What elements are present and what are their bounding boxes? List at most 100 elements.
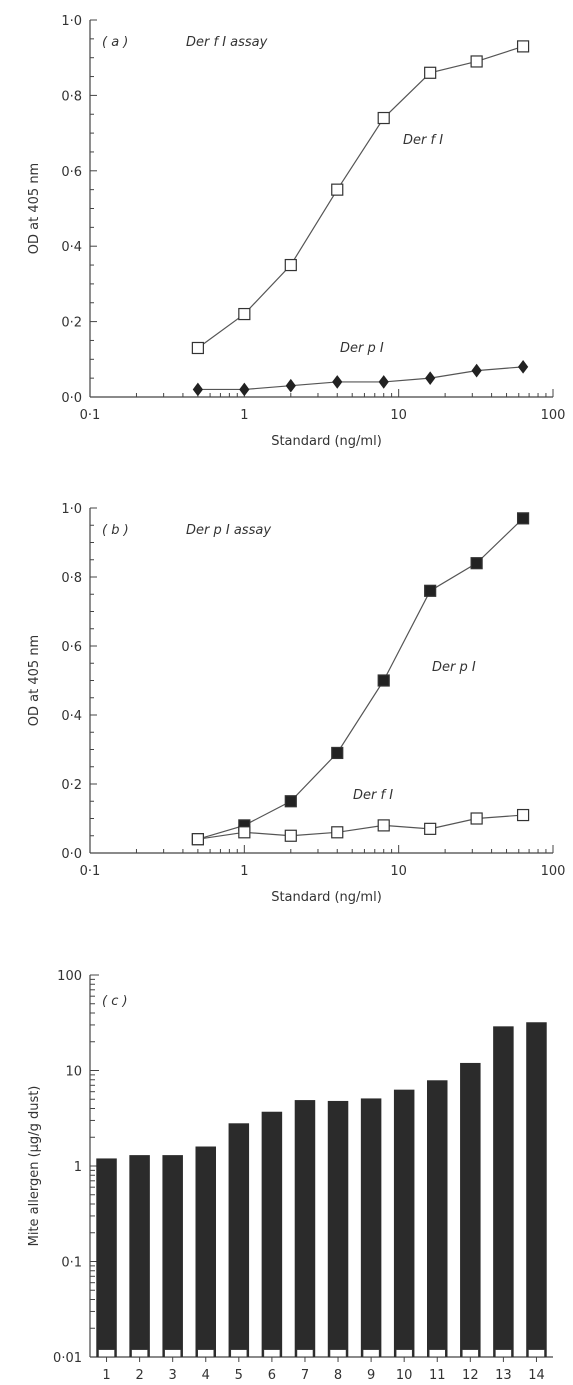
data-point xyxy=(471,56,482,67)
data-point xyxy=(471,813,482,824)
series-1: Der p I xyxy=(193,341,527,395)
series-label: Der f I xyxy=(403,133,443,148)
bar-filled xyxy=(262,1112,283,1357)
y-tick-label: 1·0 xyxy=(61,14,82,29)
y-axis-label: Mite allergen (μg/g dust) xyxy=(27,1086,42,1247)
bar-open xyxy=(462,1349,479,1357)
data-point xyxy=(285,260,296,271)
data-point xyxy=(378,113,389,124)
x-tick-label: 0·1 xyxy=(80,864,101,879)
bar-filled xyxy=(493,1026,514,1357)
x-tick-label: 7 xyxy=(301,1368,309,1383)
y-tick-label: 0·6 xyxy=(61,165,82,180)
x-tick-label: 8 xyxy=(334,1368,342,1383)
y-tick-label: 0·4 xyxy=(61,240,82,255)
data-point xyxy=(518,810,529,821)
bar-open xyxy=(197,1349,214,1357)
bar-filled xyxy=(129,1155,150,1357)
bar-open xyxy=(164,1349,181,1357)
data-point xyxy=(192,834,203,845)
y-tick-label: 0·8 xyxy=(61,571,82,586)
bar-open xyxy=(396,1349,413,1357)
bar-open xyxy=(363,1349,380,1357)
x-tick-label: 6 xyxy=(268,1368,276,1383)
x-tick-label: 2 xyxy=(135,1368,143,1383)
data-point xyxy=(333,376,342,388)
data-point xyxy=(332,747,343,758)
x-tick-label: 10 xyxy=(396,1368,413,1383)
x-tick-label: 11 xyxy=(429,1368,446,1383)
data-point xyxy=(192,342,203,353)
bar-filled xyxy=(295,1100,316,1357)
series-line xyxy=(198,46,523,348)
data-point xyxy=(239,827,250,838)
data-point xyxy=(471,558,482,569)
x-tick-label: 4 xyxy=(202,1368,210,1383)
series-1: Der f I xyxy=(192,788,528,845)
y-tick-label: 0·0 xyxy=(61,391,82,406)
x-tick-label: 5 xyxy=(235,1368,243,1383)
data-point xyxy=(425,585,436,596)
data-point xyxy=(193,383,202,395)
data-point xyxy=(425,823,436,834)
x-tick-label: 0·1 xyxy=(80,408,101,423)
y-tick-label: 0·2 xyxy=(61,316,82,331)
bar-open xyxy=(264,1349,281,1357)
bar-filled xyxy=(328,1101,349,1357)
series-label: Der f I xyxy=(353,788,393,803)
y-tick-label: 0·2 xyxy=(61,778,82,793)
bar-open xyxy=(98,1349,115,1357)
bar-filled xyxy=(526,1022,547,1357)
x-tick-label: 13 xyxy=(495,1368,512,1383)
data-point xyxy=(286,380,295,392)
data-point xyxy=(425,67,436,78)
x-axis-label: Standard (ng/ml) xyxy=(271,434,382,449)
y-tick-label: 1·0 xyxy=(61,502,82,517)
y-axis-label: OD at 405 nm xyxy=(27,163,42,254)
series-label: Der p I xyxy=(340,341,384,356)
data-point xyxy=(379,376,388,388)
series-0: Der f I xyxy=(192,41,528,354)
data-point xyxy=(426,372,435,384)
panel-a: 0·0 0·2 0·4 0·6 0·8 1·0 0·1 1 10 100 OD at 405 nm S… xyxy=(27,14,565,449)
x-tick-label: 1 xyxy=(240,864,248,879)
bar-filled xyxy=(427,1080,448,1357)
data-point xyxy=(518,41,529,52)
panel-label: ( b ) xyxy=(102,523,129,538)
panel-b: 0·0 0·2 0·4 0·6 0·8 1·0 0·1 1 10 100 OD at 405 nm S… xyxy=(27,502,565,905)
bar-filled xyxy=(394,1090,415,1357)
x-tick-label: 100 xyxy=(541,864,566,879)
data-point xyxy=(285,830,296,841)
bar-open xyxy=(330,1349,347,1357)
bar-filled xyxy=(361,1098,382,1357)
data-point xyxy=(332,827,343,838)
data-point xyxy=(518,513,529,524)
y-tick-label: 0·01 xyxy=(53,1351,82,1366)
bar-open xyxy=(429,1349,446,1357)
y-axis-label: OD at 405 nm xyxy=(27,635,42,726)
bar-filled xyxy=(195,1147,216,1357)
data-point xyxy=(378,820,389,831)
panel-label: ( a ) xyxy=(102,35,128,50)
bar-filled xyxy=(460,1063,481,1357)
y-tick-label: 0·6 xyxy=(61,640,82,655)
x-tick-label: 3 xyxy=(169,1368,177,1383)
x-tick-label: 100 xyxy=(541,408,566,423)
x-tick-label: 12 xyxy=(462,1368,479,1383)
chart-title: Der p I assay xyxy=(186,523,271,538)
y-tick-label: 0·1 xyxy=(61,1256,82,1271)
chart-title: Der f I assay xyxy=(186,35,268,50)
data-point xyxy=(519,361,528,373)
x-tick-label: 10 xyxy=(390,408,407,423)
x-tick-label: 10 xyxy=(390,864,407,879)
data-point xyxy=(332,184,343,195)
panel-label: ( c ) xyxy=(102,994,128,1009)
x-tick-label: 9 xyxy=(367,1368,375,1383)
y-tick-label: 100 xyxy=(57,969,82,984)
bar-open xyxy=(528,1349,545,1357)
y-tick-label: 0·4 xyxy=(61,709,82,724)
y-tick-label: 0·0 xyxy=(61,847,82,862)
x-tick-label: 1 xyxy=(102,1368,110,1383)
bar-open xyxy=(297,1349,314,1357)
